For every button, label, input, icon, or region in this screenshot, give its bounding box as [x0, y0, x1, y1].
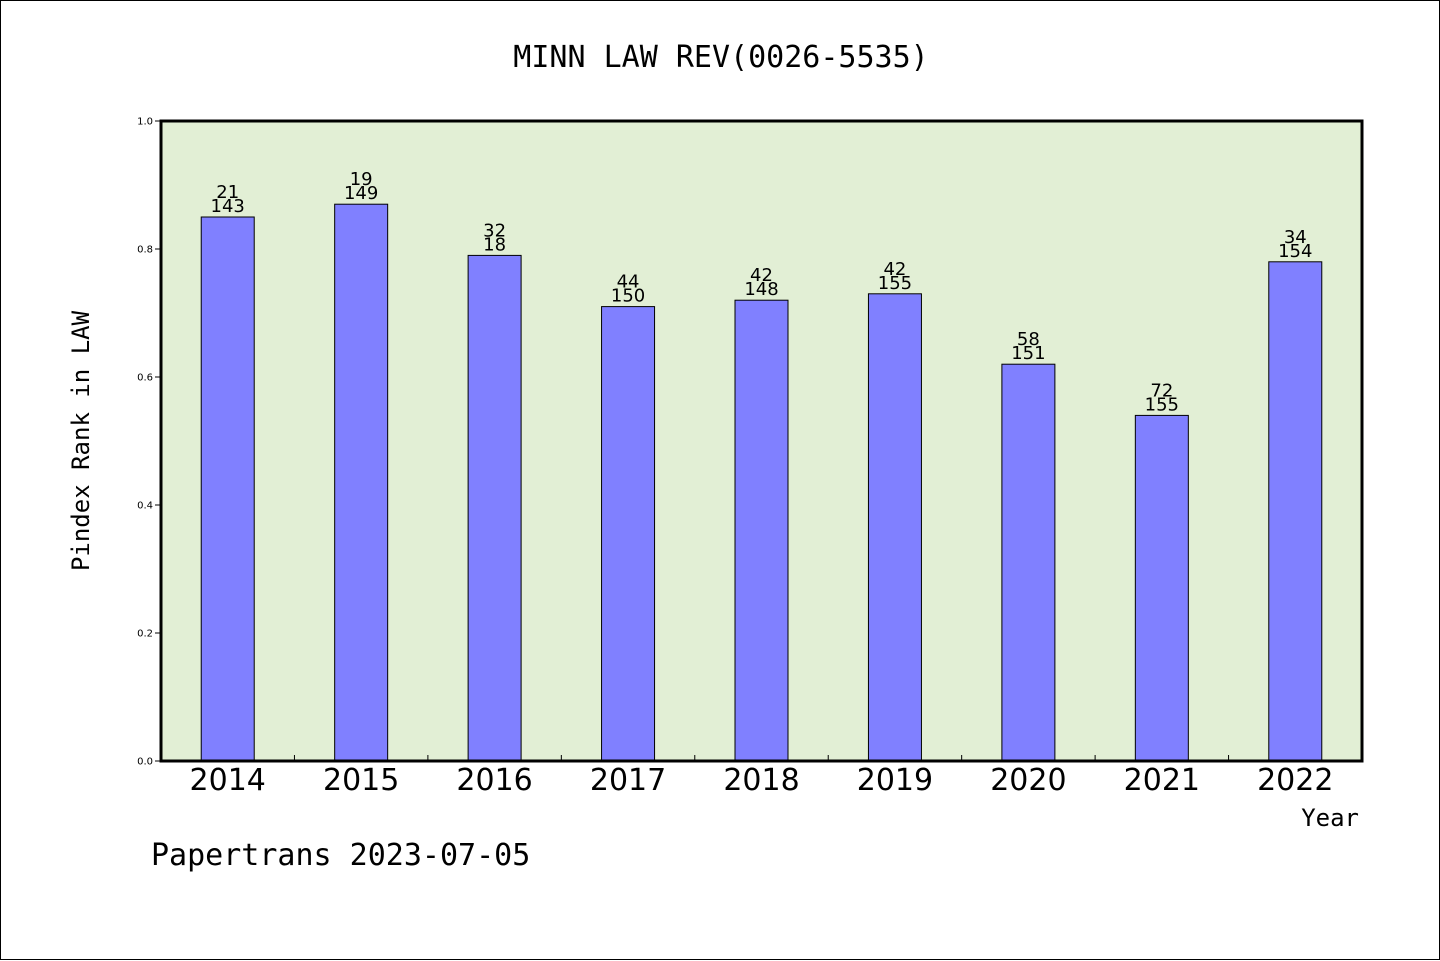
bar-2021 — [1134, 414, 1189, 762]
total-label-2022: 154 — [1278, 241, 1312, 262]
y-tick-label: 0.2 — [137, 629, 153, 640]
total-label-2017: 150 — [611, 286, 645, 307]
total-label-2019: 155 — [878, 273, 912, 294]
data-labels-group: 2114319149321844150421484215558151721553… — [211, 169, 1313, 415]
x-tick-label-2018: 2018 — [723, 763, 799, 798]
bars-group — [200, 203, 1323, 762]
rank-label-2017: 44 — [617, 272, 640, 293]
x-tick-label-2020: 2020 — [990, 763, 1066, 798]
total-label-2021: 155 — [1145, 394, 1179, 415]
rank-label-2020: 58 — [1017, 329, 1040, 350]
x-tick-label-2019: 2019 — [857, 763, 933, 798]
rank-label-2019: 42 — [883, 259, 906, 280]
total-label-2016: 18 — [483, 234, 506, 255]
y-axis-ticks: 0.0 0.2 0.4 0.6 0.8 1.0 — [137, 117, 161, 768]
rank-label-2022: 34 — [1284, 227, 1307, 248]
bar-2015 — [334, 203, 389, 762]
rank-label-2016: 32 — [483, 220, 506, 241]
plot-border — [159, 119, 1364, 763]
bar-2019 — [867, 293, 922, 762]
x-tick-label-2015: 2015 — [323, 763, 399, 798]
footer-text: Papertrans 2023-07-05 — [151, 838, 530, 873]
bar-2014 — [200, 216, 255, 762]
rank-label-2018: 42 — [750, 265, 773, 286]
total-label-2018: 148 — [744, 279, 778, 300]
x-axis-ticks: 2014 2015 2016 2017 2018 2019 2020 2021 2022 — [190, 755, 1333, 798]
rank-label-2014: 21 — [216, 182, 239, 203]
x-tick-label-2016: 2016 — [456, 763, 532, 798]
bar-2017 — [601, 306, 656, 762]
y-tick-label: 0.0 — [137, 757, 153, 768]
x-axis-label: Year — [1301, 804, 1359, 832]
x-tick-label-2017: 2017 — [590, 763, 666, 798]
x-tick-label-2014: 2014 — [190, 763, 266, 798]
rank-label-2021: 72 — [1150, 380, 1173, 401]
rank-label-2015: 19 — [350, 169, 373, 190]
y-tick-label: 0.4 — [137, 501, 153, 512]
y-tick-label: 1.0 — [137, 117, 153, 128]
total-label-2014: 143 — [211, 196, 245, 217]
y-tick-label: 0.8 — [137, 245, 153, 256]
bar-2016 — [467, 254, 522, 762]
bar-2018 — [734, 299, 789, 762]
total-label-2020: 151 — [1011, 343, 1045, 364]
x-tick-label-2021: 2021 — [1124, 763, 1200, 798]
y-axis-label: Pindex Rank in LAW — [67, 310, 95, 571]
chart-title: MINN LAW REV(0026-5535) — [513, 40, 928, 75]
bar-2022 — [1268, 261, 1323, 762]
x-tick-label-2022: 2022 — [1257, 763, 1333, 798]
total-label-2015: 149 — [344, 183, 378, 204]
y-tick-label: 0.6 — [137, 373, 153, 384]
bar-2020 — [1001, 363, 1056, 762]
